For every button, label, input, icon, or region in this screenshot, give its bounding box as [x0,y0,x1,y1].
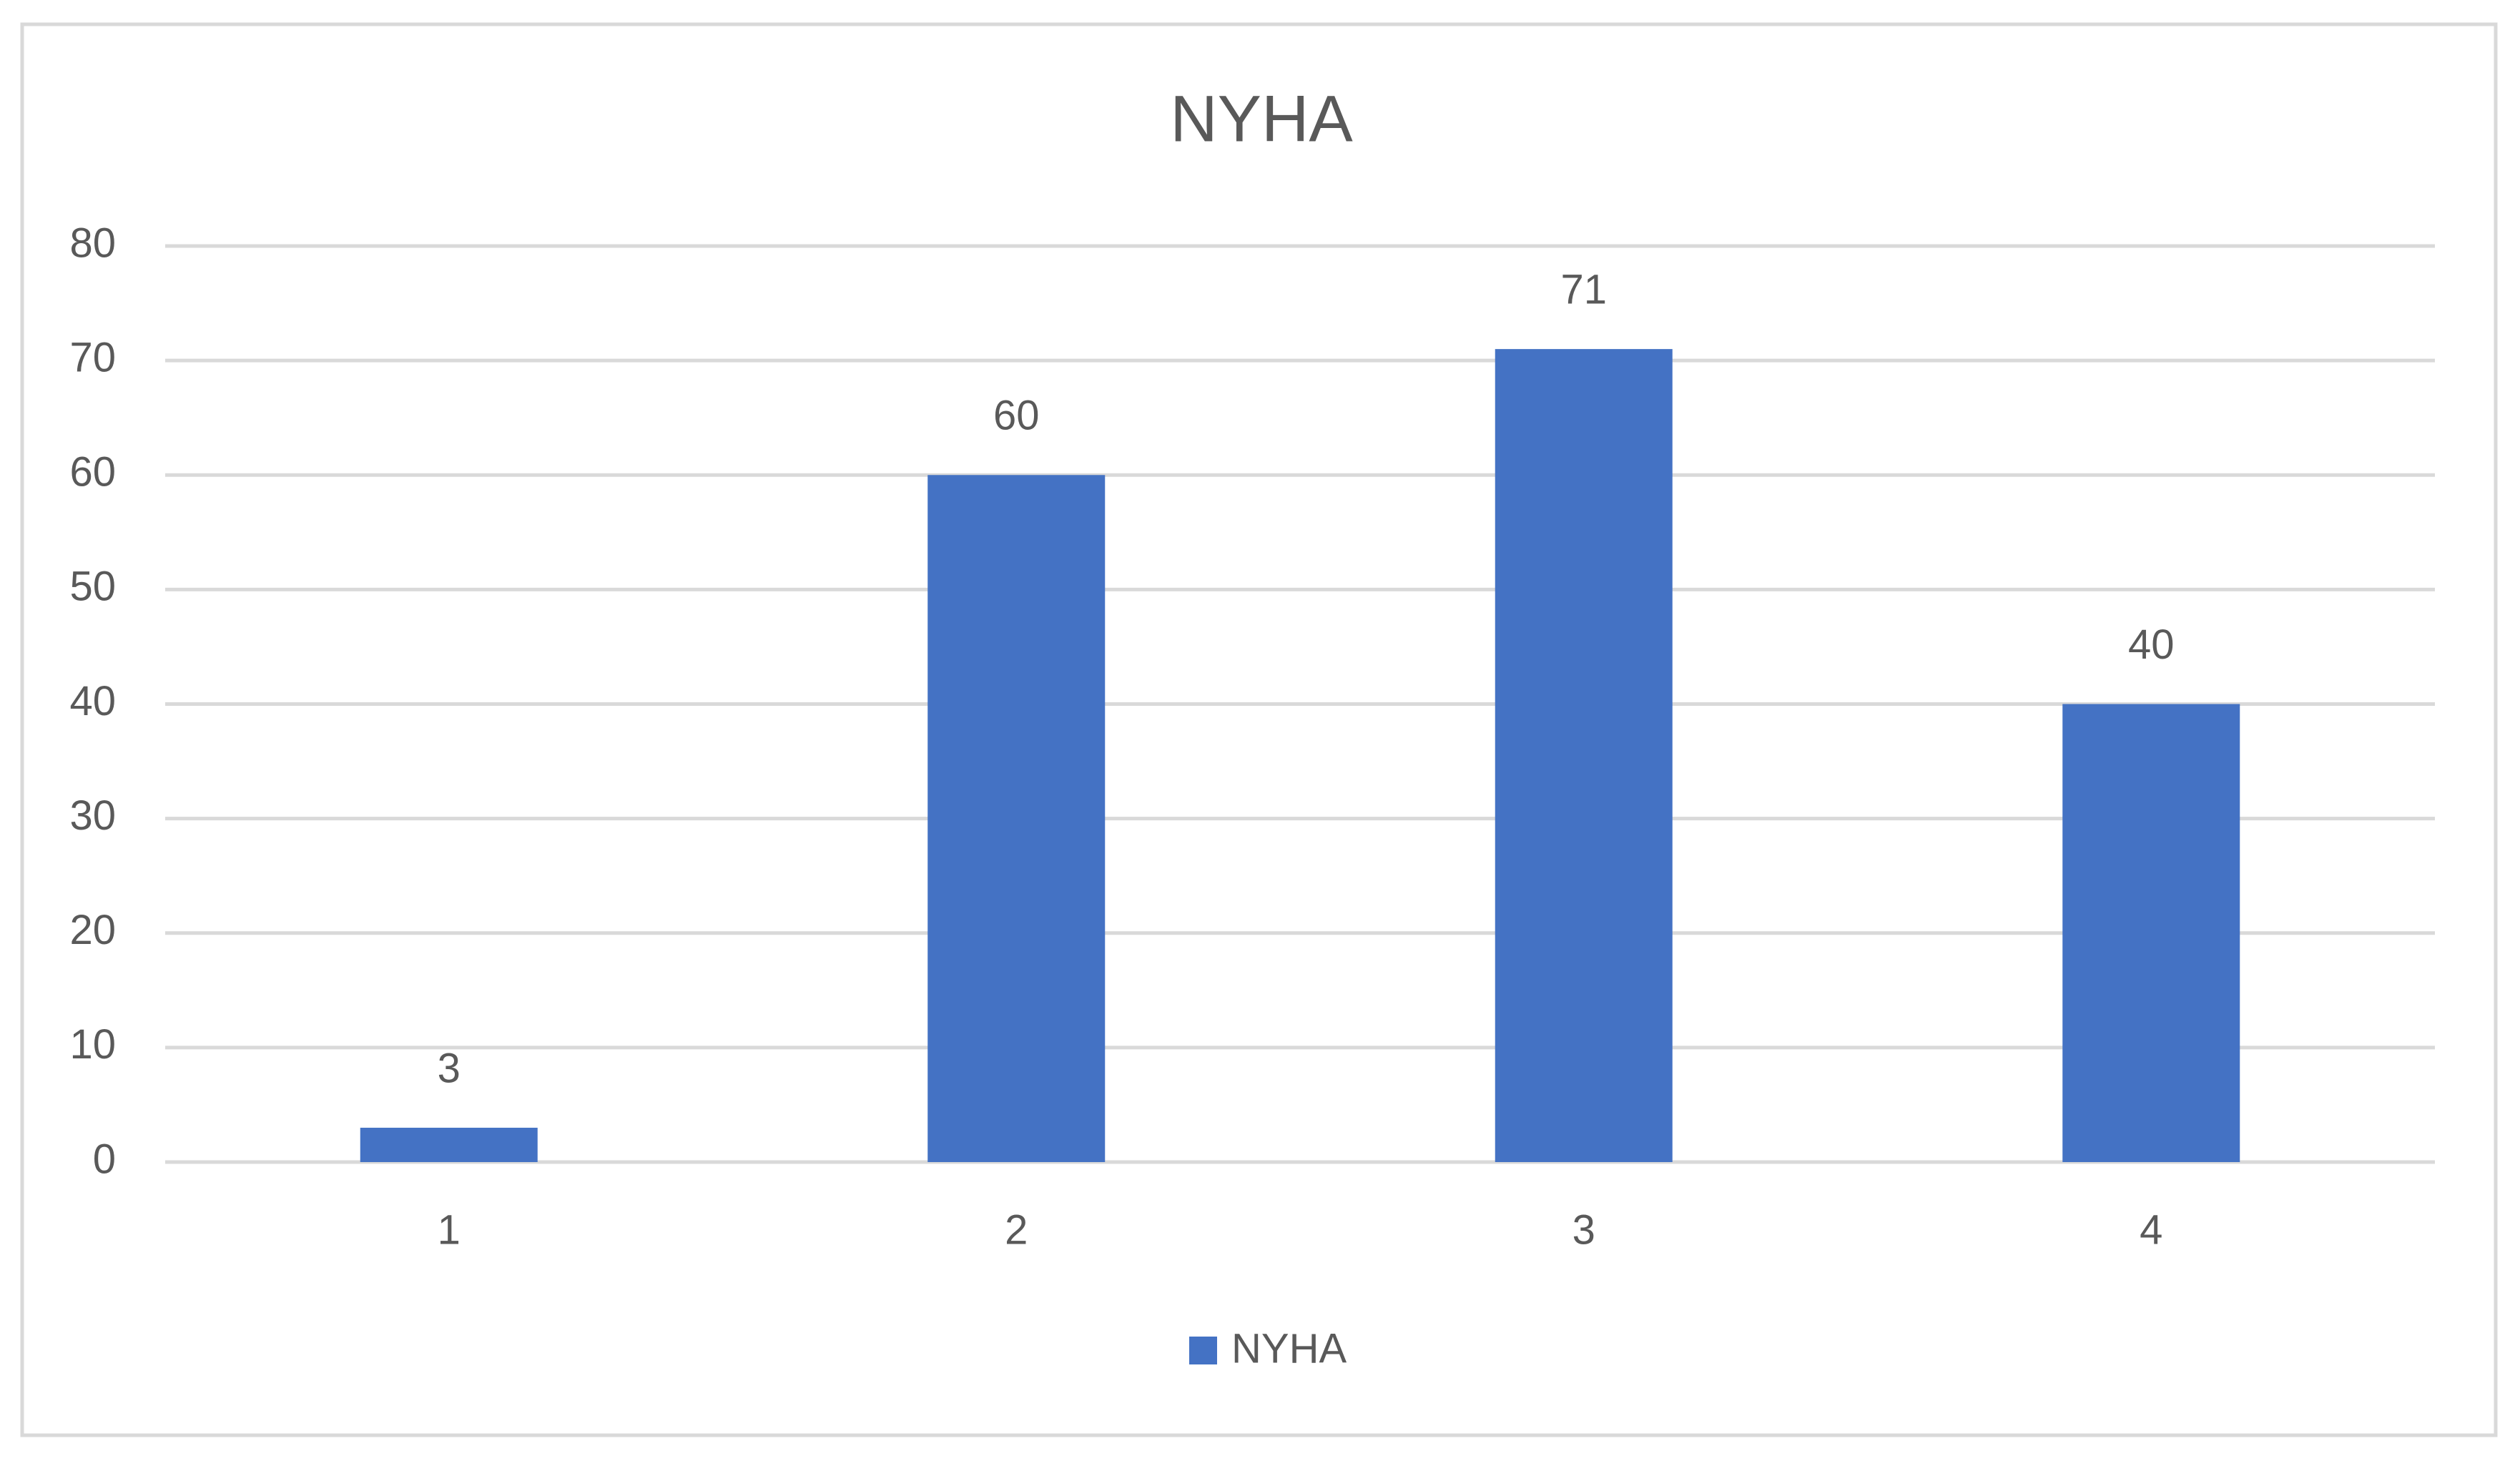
x-tick-label: 1 [438,1206,461,1253]
y-tick-label: 0 [93,1136,116,1182]
legend-label: NYHA [1231,1325,1347,1372]
legend-swatch [1189,1337,1217,1364]
y-tick-label: 30 [69,792,116,839]
bar [2062,704,2240,1162]
data-label: 3 [438,1045,461,1091]
data-label: 60 [993,393,1040,439]
bar [360,1127,538,1162]
y-tick-label: 70 [69,334,116,380]
data-label: 40 [2128,621,2175,668]
x-tick-label: 2 [1005,1206,1028,1253]
bar [1495,349,1673,1162]
y-tick-label: 40 [69,678,116,724]
bar [927,475,1106,1162]
y-tick-label: 20 [69,907,116,953]
y-tick-label: 10 [69,1021,116,1068]
x-tick-label: 3 [1572,1206,1595,1253]
data-label: 71 [1560,266,1607,313]
y-tick-label: 50 [69,564,116,610]
x-tick-label: 4 [2140,1206,2162,1253]
y-tick-label: 60 [69,449,116,496]
chart-title: NYHA [1170,82,1353,155]
y-tick-label: 80 [69,220,116,266]
